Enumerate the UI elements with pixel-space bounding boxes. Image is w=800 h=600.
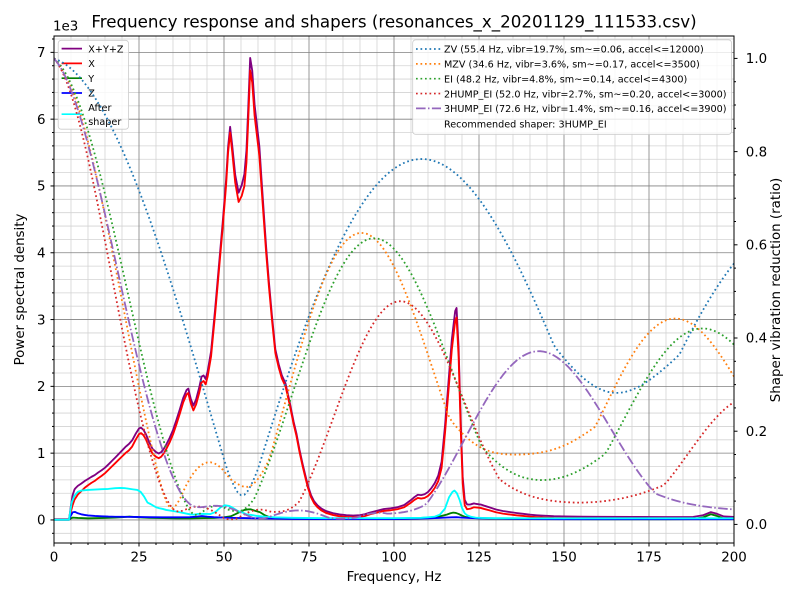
legend-right-label: MZV (34.6 Hz, vibr=3.6%, sm~=0.17, accel… xyxy=(444,60,700,71)
tick-marks xyxy=(50,38,738,547)
x-tick-label: 25 xyxy=(130,551,147,566)
x-tick-label: 125 xyxy=(466,551,492,566)
x-tick-label: 0 xyxy=(50,551,59,566)
y2-tick-label: 0.0 xyxy=(746,518,767,533)
series-x xyxy=(54,69,734,521)
y-tick-label: 0 xyxy=(37,514,46,529)
y-tick-label: 7 xyxy=(37,46,46,61)
x-tick-label: 50 xyxy=(215,551,232,566)
shaper-series xyxy=(54,57,734,521)
tick-labels: 0 25 50 75 100 125 150 175 200 0 1 2 3 4 5 6 7 0.0 0.2 0.4 0… xyxy=(37,46,767,565)
x-tick-label: 75 xyxy=(300,551,317,566)
chart-title: Frequency response and shapers (resonanc… xyxy=(91,12,696,33)
y-axis-label-right: Shaper vibration reduction (ratio) xyxy=(769,178,784,402)
legend-right: ZV (55.4 Hz, vibr=19.7%, sm~=0.06, accel… xyxy=(412,39,732,135)
y2-tick-label: 0.8 xyxy=(746,145,767,160)
y-axis-offset-text: 1e3 xyxy=(53,20,78,35)
y-tick-label: 3 xyxy=(37,313,46,328)
legend-left-label: After xyxy=(88,103,111,114)
x-tick-label: 200 xyxy=(721,551,747,566)
x-tick-label: 150 xyxy=(551,551,577,566)
legend-left-label: Y xyxy=(87,74,94,85)
legend-right-label: 2HUMP_EI (52.0 Hz, vibr=2.7%, sm~=0.20, … xyxy=(444,89,727,100)
legend-right-box xyxy=(412,39,732,135)
y2-tick-label: 0.4 xyxy=(746,332,767,347)
legend-left-label: Z xyxy=(88,89,95,100)
legend-right-label: EI (48.2 Hz, vibr=4.8%, sm~=0.14, accel<… xyxy=(444,74,687,85)
legend-left: X+Y+Z XYZ After shaper xyxy=(57,39,129,130)
legend-right-label: 3HUMP_EI (72.6 Hz, vibr=1.4%, sm~=0.16, … xyxy=(444,104,727,115)
y2-tick-label: 0.2 xyxy=(746,425,767,440)
y-tick-label: 1 xyxy=(37,447,46,462)
y2-tick-label: 0.6 xyxy=(746,239,767,254)
y-tick-label: 2 xyxy=(37,380,46,395)
legend-left-label: X xyxy=(88,59,95,70)
x-tick-label: 100 xyxy=(381,551,407,566)
legend-left-label: shaper xyxy=(88,117,121,128)
legend-left-box xyxy=(57,39,129,130)
y-axis-label-left: Power spectral density xyxy=(13,214,28,366)
series-3hump-ei xyxy=(54,57,734,520)
psd-series xyxy=(54,57,734,521)
y2-tick-label: 1.0 xyxy=(746,52,767,67)
x-axis-label: Frequency, Hz xyxy=(347,570,442,585)
legend-right-label: ZV (55.4 Hz, vibr=19.7%, sm~=0.06, accel… xyxy=(444,45,704,56)
y-tick-label: 5 xyxy=(37,180,46,195)
series-after-shaper xyxy=(54,486,734,521)
legend-right-footer: Recommended shaper: 3HUMP_EI xyxy=(444,119,607,130)
series-ei xyxy=(54,57,734,516)
x-tick-label: 175 xyxy=(636,551,662,566)
series-mzv xyxy=(54,57,734,510)
y-tick-label: 4 xyxy=(37,246,46,261)
y-tick-label: 6 xyxy=(37,113,46,128)
legend-left-label: X+Y+Z xyxy=(88,44,124,55)
